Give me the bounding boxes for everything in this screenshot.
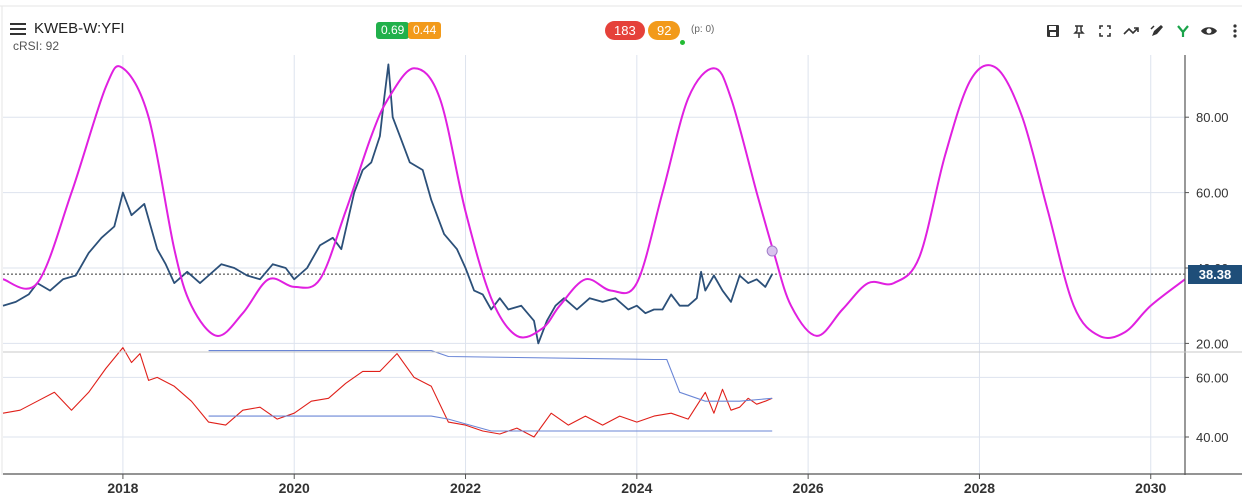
signal-icon[interactable] (1170, 21, 1196, 41)
trend-icon[interactable] (1118, 21, 1144, 41)
y-tick-label: 60.00 (1196, 186, 1229, 201)
y-tick-label: 80.00 (1196, 110, 1229, 125)
p-note: (p: 0) (691, 24, 715, 35)
indicator-label: cRSI: 92 (13, 39, 60, 53)
pill-orange[interactable]: 92 (648, 21, 681, 40)
pill-red[interactable]: 183 (605, 21, 645, 40)
x-tick-label: 2028 (964, 480, 995, 496)
axes: 2018 2020 2022 2024 2026 2028 2030 20.00 40.00 60… (3, 55, 1242, 496)
fullscreen-icon[interactable] (1092, 21, 1118, 41)
upper-band (208, 350, 773, 402)
pin-icon[interactable] (1066, 21, 1092, 41)
rsi-y-tick-label: 60.00 (1196, 370, 1229, 385)
x-tick-label: 2020 (279, 480, 310, 496)
rsi-y-tick-label: 40.00 (1196, 430, 1229, 445)
pencil-icon[interactable] (1144, 21, 1170, 41)
symbol-header: KWEB-W:YFI (10, 20, 125, 37)
crsi-series (2, 347, 773, 438)
last-price-tag: 38.38 (1188, 265, 1242, 284)
cycle-marker (766, 245, 778, 257)
status-dot (680, 40, 685, 45)
grid (0, 5, 1242, 475)
badge-orange[interactable]: 0.44 (408, 22, 442, 39)
x-tick-label: 2024 (621, 480, 652, 496)
more-icon[interactable] (1222, 21, 1242, 41)
menu-icon[interactable] (10, 22, 26, 35)
eye-icon[interactable] (1196, 21, 1222, 41)
y-tick-label: 20.00 (1196, 336, 1229, 351)
lower-band (208, 415, 773, 432)
crsi-panel[interactable] (2, 347, 773, 438)
toolbar-icons (1040, 21, 1242, 41)
x-tick-label: 2030 (1135, 480, 1166, 496)
x-tick-label: 2026 (793, 480, 824, 496)
price-panel[interactable] (2, 63, 1186, 345)
x-tick-label: 2022 (450, 480, 481, 496)
x-tick-label: 2018 (107, 480, 138, 496)
save-icon[interactable] (1040, 21, 1066, 41)
cycle-series (2, 64, 1186, 339)
badge-green[interactable]: 0.69 (376, 22, 410, 39)
symbol-label[interactable]: KWEB-W:YFI (34, 20, 125, 37)
price-series (2, 63, 773, 345)
